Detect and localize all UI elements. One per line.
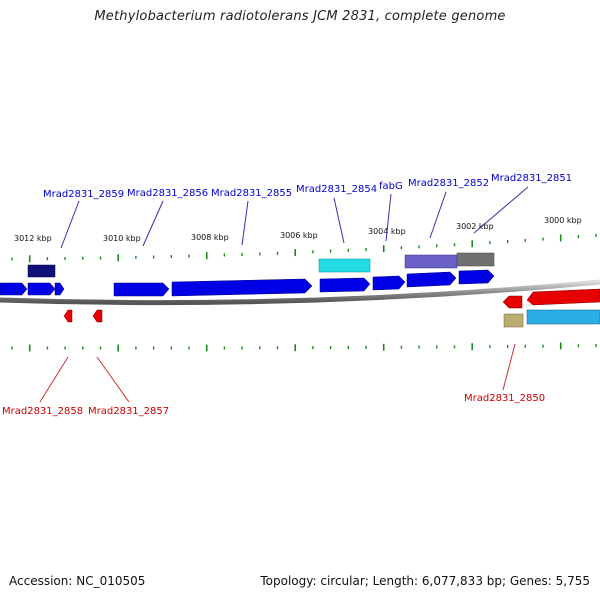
gene-arrow-forward[interactable]	[372, 275, 406, 291]
scale-label-3002: 3002 kbp	[456, 222, 494, 231]
feature-box-navy[interactable]	[27, 264, 56, 278]
gene-arrow-forward[interactable]	[319, 277, 371, 293]
map-title: Methylobacterium radiotolerans JCM 2831,…	[94, 9, 506, 24]
feature-box-cyan[interactable]	[318, 258, 371, 273]
gene-label-mrad2831-2856[interactable]: Mrad2831_2856	[127, 188, 208, 199]
scale-label-3012: 3012 kbp	[14, 234, 52, 243]
feature-boxes	[27, 252, 600, 328]
scale-label-3008: 3008 kbp	[191, 233, 229, 242]
gene-arrow-forward[interactable]	[171, 278, 313, 297]
gene-label-mrad2831-2855[interactable]: Mrad2831_2855	[211, 188, 292, 199]
gene-label-mrad2831-2851[interactable]: Mrad2831_2851	[491, 173, 572, 184]
gene-label-mrad2831-2854[interactable]: Mrad2831_2854	[296, 184, 377, 195]
gene-arrow-reverse[interactable]	[92, 309, 103, 323]
gene-arrow-forward[interactable]	[406, 271, 457, 288]
gene-arrow-forward[interactable]	[54, 282, 65, 296]
gene-arrow-forward[interactable]	[113, 282, 170, 297]
feature-box-gray[interactable]	[456, 252, 495, 267]
accession-text: Accession: NC_010505	[9, 574, 146, 588]
reverse-genes	[63, 288, 600, 323]
gene-label-mrad2831-2858[interactable]: Mrad2831_2858	[2, 406, 83, 417]
scale-label-3010: 3010 kbp	[103, 234, 141, 243]
gene-label-mrad2831-2859[interactable]: Mrad2831_2859	[43, 189, 124, 200]
gene-arrow-forward[interactable]	[458, 269, 495, 285]
gene-label-mrad2831-2852[interactable]: Mrad2831_2852	[408, 178, 489, 189]
gene-arrow-reverse[interactable]	[526, 288, 600, 306]
genome-summary-text: Topology: circular; Length: 6,077,833 bp…	[260, 574, 590, 588]
feature-box-purple[interactable]	[404, 254, 458, 269]
gene-arrow-forward[interactable]	[27, 282, 56, 296]
gene-label-fabg[interactable]: fabG	[379, 181, 403, 192]
callout-lines-bottom	[39, 343, 516, 403]
scale-ticks-bottom	[11, 342, 597, 352]
scale-label-3000: 3000 kbp	[544, 216, 582, 225]
feature-box-sky[interactable]	[526, 309, 600, 325]
scale-ticks-top	[11, 233, 597, 263]
scale-label-3006: 3006 kbp	[280, 231, 318, 240]
gene-label-mrad2831-2857[interactable]: Mrad2831_2857	[88, 406, 169, 417]
gene-arrow-forward[interactable]	[0, 282, 28, 296]
gene-arrow-reverse[interactable]	[63, 309, 73, 323]
feature-box-tan[interactable]	[503, 313, 524, 328]
callout-lines-top	[60, 186, 529, 249]
forward-genes	[0, 269, 495, 297]
gene-label-mrad2831-2850[interactable]: Mrad2831_2850	[464, 393, 545, 404]
gene-arrow-reverse[interactable]	[502, 295, 523, 309]
genome-backbone	[0, 279, 600, 306]
